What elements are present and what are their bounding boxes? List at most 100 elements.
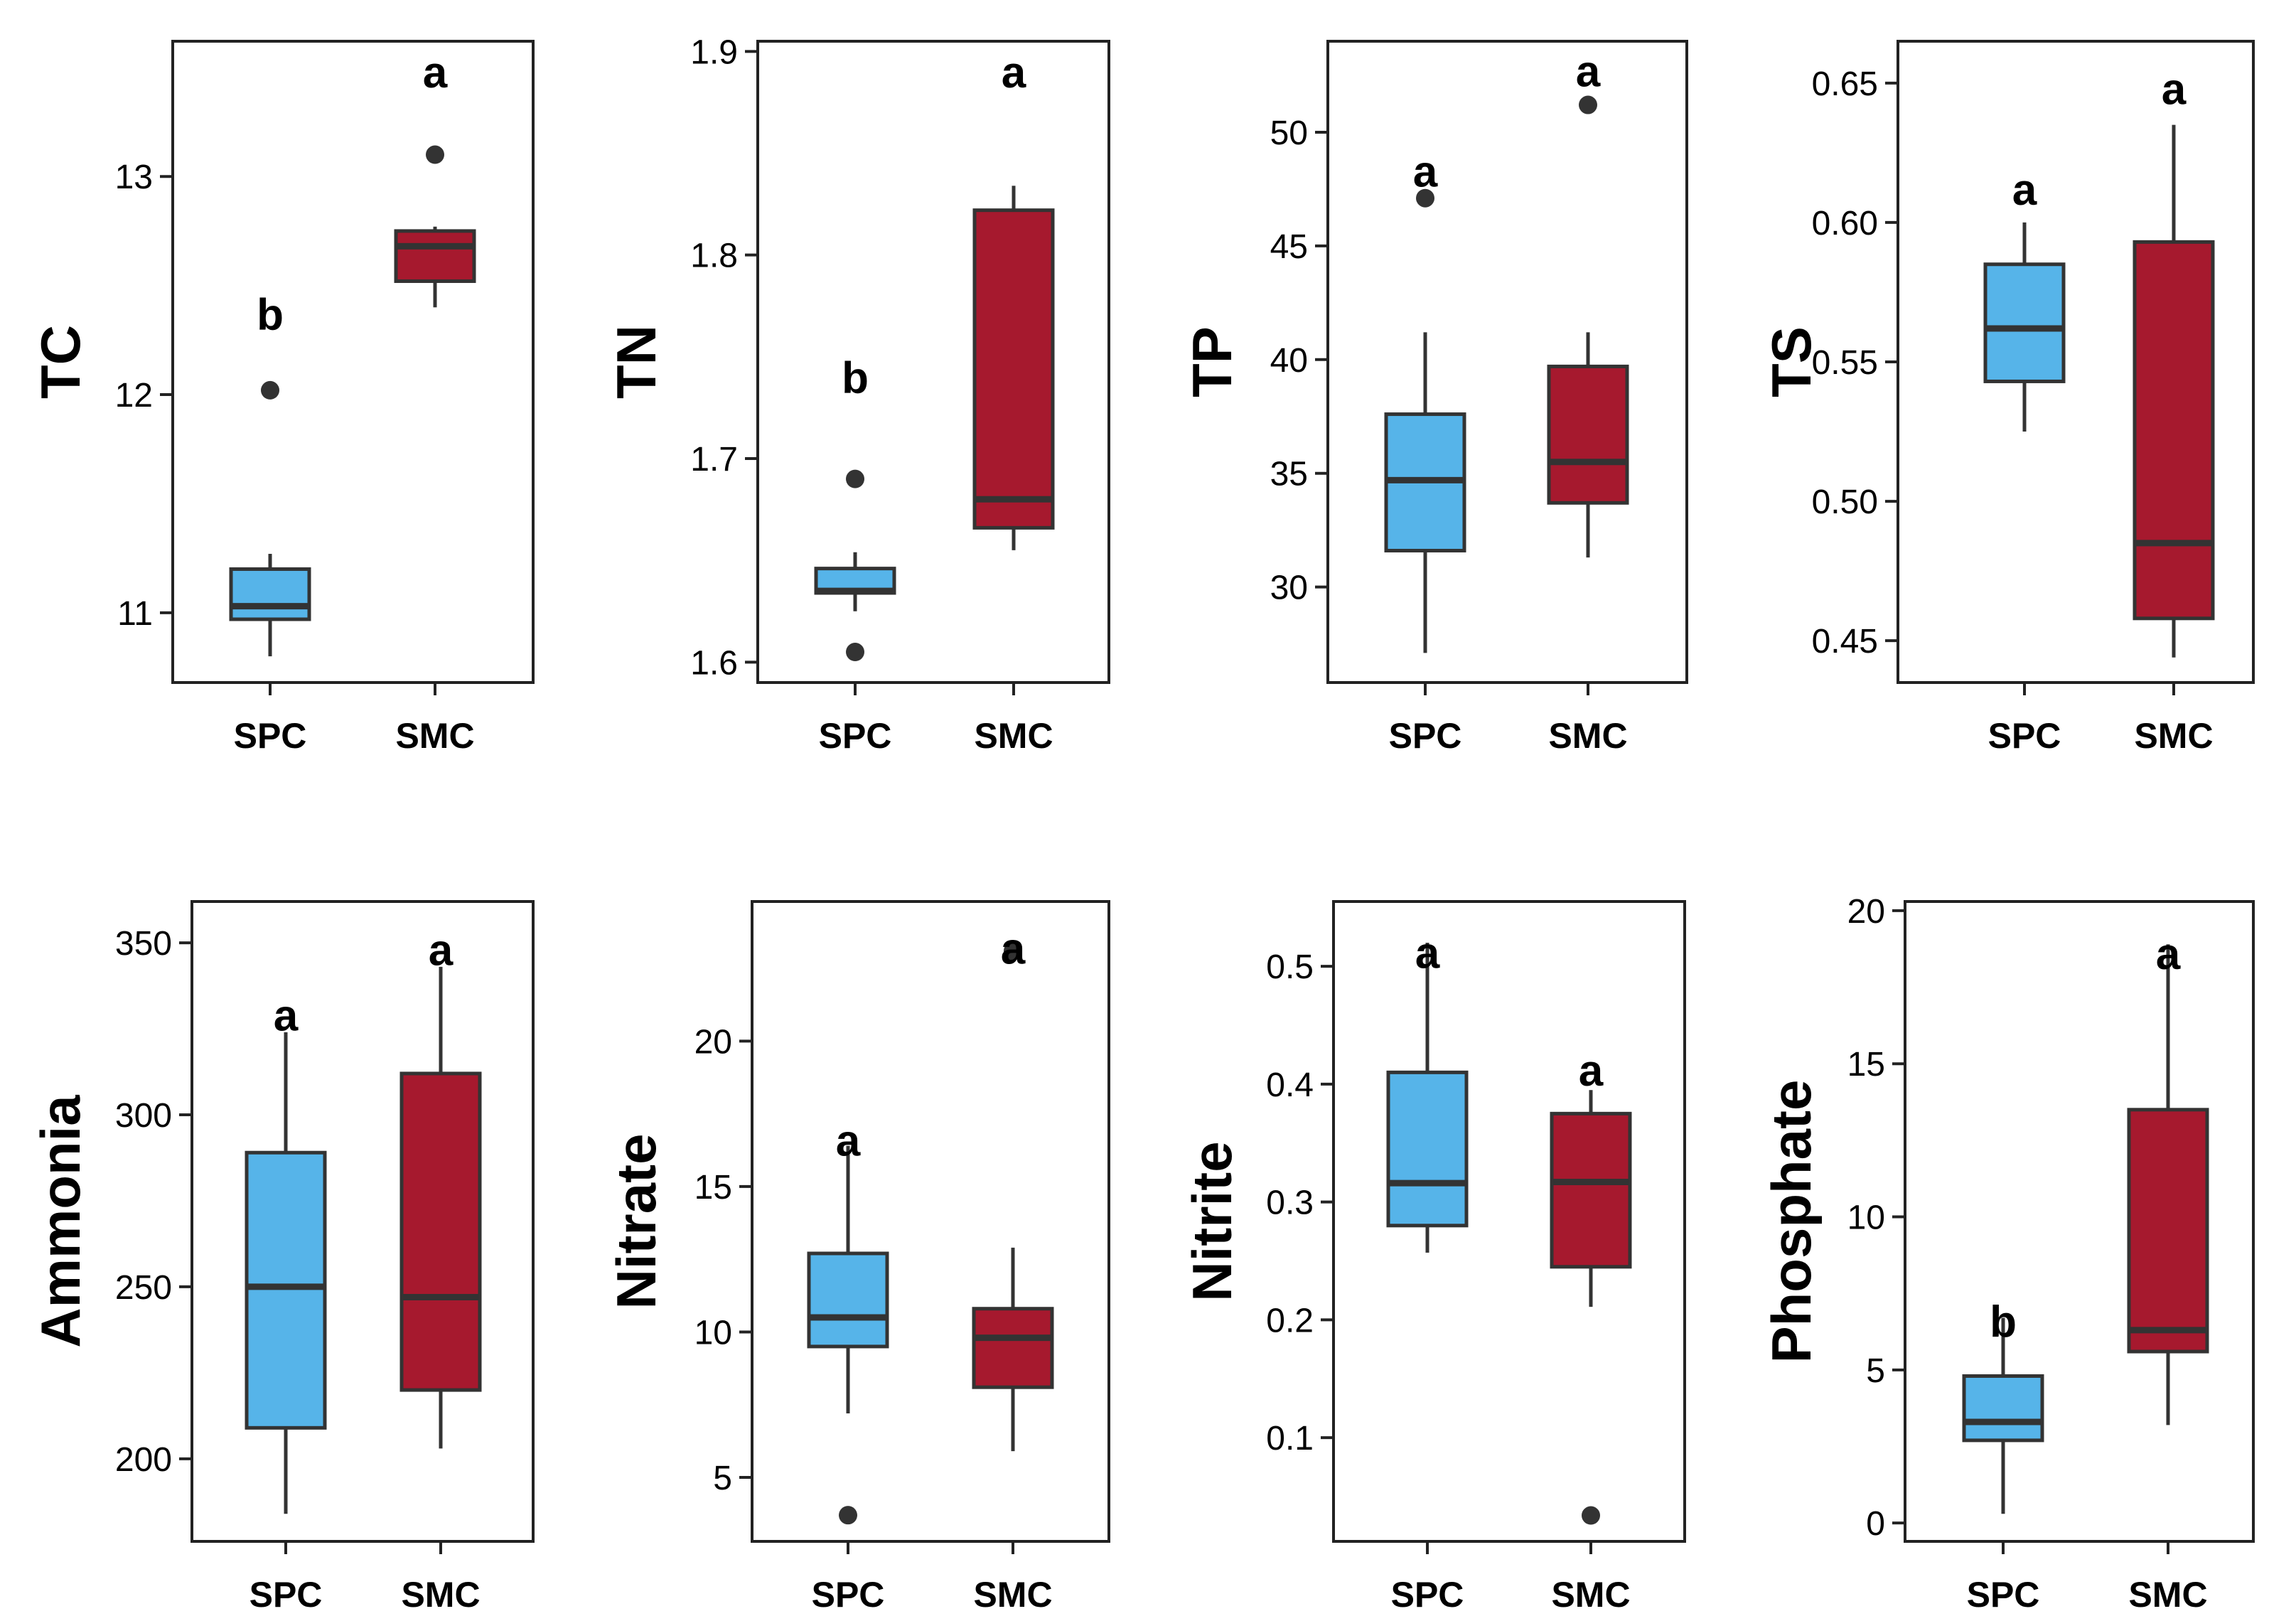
outlier-point (1416, 188, 1434, 208)
outlier-point (1579, 95, 1597, 114)
panel-nitrite: 0.1 0.2 0.3 0.4 0.5 SPC SMC Nitrite a a (1181, 900, 1686, 1615)
box-smc: a (972, 924, 1054, 1452)
y-tick-label: 0.1 (1266, 1420, 1314, 1457)
plot-frame (1904, 900, 2255, 1543)
significance-letter: a (1579, 1047, 1604, 1096)
box-smc: a (2127, 930, 2209, 1425)
box-smc: a (399, 926, 482, 1449)
y-axis-label: TC (29, 325, 92, 399)
significance-letter: b (1990, 1298, 2017, 1347)
y-tick-label: 0.3 (1266, 1184, 1314, 1222)
box-body (1962, 1374, 2044, 1443)
plot-frame (756, 40, 1110, 684)
box-body (394, 229, 476, 283)
outlier-point (261, 380, 279, 400)
x-tick-label: SPC (819, 716, 892, 756)
box-body (1983, 262, 2066, 383)
significance-letter: a (1576, 48, 1601, 97)
outlier-point (426, 145, 444, 164)
x-tick-label: SMC (401, 1575, 480, 1615)
box-body (2127, 1108, 2209, 1354)
panel-nitrate: 5 10 15 20 SPC SMC Nitrate a a (605, 900, 1110, 1615)
plot-frame (1326, 40, 1688, 684)
panel-ts: 0.45 0.50 0.55 0.60 0.65 SPC SMC TS a a (1760, 40, 2255, 756)
y-tick-label: 0.45 (1812, 623, 1878, 660)
y-axis-label: TP (1181, 326, 1243, 397)
y-tick-label: 15 (1847, 1046, 1885, 1084)
box-smc: a (394, 48, 476, 308)
box-body (807, 1251, 889, 1349)
y-axis-label: TN (605, 325, 667, 399)
significance-letter: a (1002, 48, 1026, 97)
x-tick-label: SMC (2128, 1575, 2207, 1615)
y-tick-label: 45 (1270, 228, 1308, 266)
plot-frame (751, 900, 1110, 1543)
box-body (972, 208, 1055, 530)
y-axis-label: Nitrite (1181, 1141, 1243, 1301)
y-tick-label: 12 (115, 377, 153, 414)
box-body (399, 1071, 482, 1392)
y-tick-label: 350 (115, 925, 172, 963)
outlier-point (846, 643, 864, 662)
significance-letter: a (2012, 166, 2037, 215)
significance-letter: a (1415, 929, 1440, 978)
y-tick-label: 0.2 (1266, 1302, 1314, 1339)
y-tick-label: 50 (1270, 114, 1308, 152)
plot-frame (1332, 900, 1686, 1543)
y-tick-label: 1.7 (690, 441, 738, 478)
y-tick-label: 10 (694, 1314, 732, 1352)
panel-tn: 1.6 1.7 1.8 1.9 SPC SMC TN b a (605, 33, 1110, 756)
box-smc: a (972, 48, 1055, 550)
x-tick-label: SPC (234, 716, 307, 756)
y-tick-label: 0.50 (1812, 483, 1878, 521)
outlier-point (1004, 941, 1022, 961)
significance-letter: a (2156, 930, 2181, 979)
y-tick-label: 5 (713, 1460, 732, 1497)
y-tick-label: 1.9 (690, 33, 738, 71)
significance-letter: a (423, 48, 448, 97)
x-tick-label: SPC (1988, 716, 2061, 756)
x-tick-label: SMC (395, 716, 474, 756)
x-tick-label: SMC (974, 716, 1053, 756)
y-axis-label: Ammonia (29, 1095, 92, 1348)
significance-letter: a (274, 992, 299, 1041)
significance-letter: b (842, 353, 869, 402)
significance-letter: a (1413, 147, 1438, 196)
panel-tc: 11 12 13 SPC SMC TC b a (29, 40, 535, 756)
x-tick-label: SPC (1967, 1575, 2040, 1615)
significance-letter: b (257, 291, 284, 340)
y-tick-label: 0 (1866, 1505, 1885, 1543)
x-tick-label: SPC (1391, 1575, 1464, 1615)
y-axis-label: Nitrate (605, 1133, 667, 1309)
y-tick-label: 0.4 (1266, 1066, 1314, 1104)
significance-letter: a (429, 926, 454, 975)
y-tick-label: 1.8 (690, 237, 738, 275)
box-spc: b (814, 353, 896, 662)
significance-letter: a (1001, 924, 1026, 973)
box-spc: a (1386, 929, 1469, 1253)
box-body (1547, 364, 1629, 505)
box-body (972, 1307, 1054, 1389)
x-tick-label: SPC (812, 1575, 885, 1615)
y-tick-label: 15 (694, 1169, 732, 1207)
plot-frame (171, 40, 535, 684)
box-body (1386, 1070, 1469, 1228)
plot-frame (191, 900, 535, 1543)
x-tick-label: SPC (1389, 716, 1462, 756)
y-tick-label: 10 (1847, 1199, 1885, 1237)
box-spc: a (1983, 166, 2066, 432)
y-axis-label: Phosphate (1760, 1080, 1823, 1364)
y-tick-label: 20 (694, 1023, 732, 1061)
box-smc: a (2133, 65, 2215, 658)
outlier-point (1582, 1506, 1600, 1525)
y-tick-label: 5 (1866, 1352, 1885, 1390)
y-tick-label: 11 (117, 595, 153, 633)
y-tick-label: 40 (1270, 342, 1308, 380)
y-tick-label: 250 (115, 1269, 172, 1307)
box-spc: a (245, 992, 327, 1514)
significance-letter: a (2162, 65, 2187, 114)
y-axis-label: TS (1760, 326, 1823, 397)
box-smc: a (1547, 48, 1629, 558)
y-tick-label: 13 (115, 159, 153, 196)
